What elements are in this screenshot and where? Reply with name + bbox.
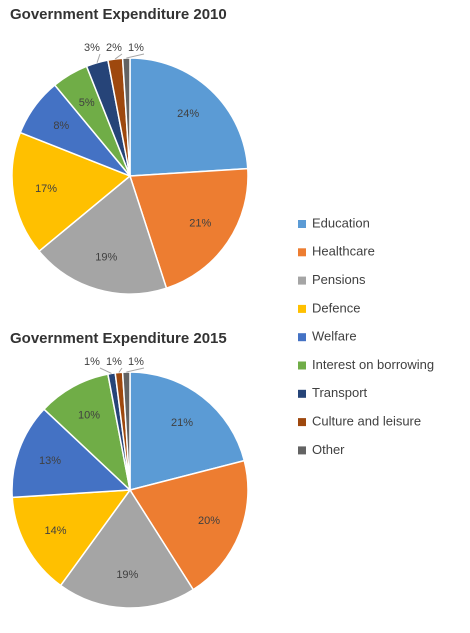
data-label: 2% bbox=[106, 42, 122, 54]
leader-line bbox=[96, 53, 101, 63]
legend-swatch bbox=[298, 248, 306, 257]
data-label: 19% bbox=[95, 251, 117, 263]
legend-label: Healthcare bbox=[312, 244, 375, 259]
data-label: 20% bbox=[198, 515, 220, 527]
legend-swatch bbox=[298, 361, 306, 370]
data-label: 17% bbox=[35, 183, 57, 195]
data-label: 1% bbox=[128, 42, 144, 54]
legend-swatch bbox=[298, 389, 306, 398]
leader-line bbox=[118, 367, 123, 373]
legend-swatch bbox=[298, 220, 306, 228]
pie-slice bbox=[11, 408, 132, 499]
chart-title: Government Expenditure 2015 bbox=[10, 330, 227, 347]
legend-label: Defence bbox=[312, 300, 360, 315]
legend-label: Culture and leisure bbox=[312, 414, 421, 429]
pie-slice bbox=[128, 459, 249, 591]
pie-slice bbox=[38, 174, 168, 295]
leader-line bbox=[126, 367, 145, 373]
data-label: 21% bbox=[171, 417, 193, 429]
leader-line bbox=[99, 367, 112, 374]
pie-slice bbox=[11, 489, 132, 587]
legend-swatch bbox=[298, 446, 306, 455]
data-label: 24% bbox=[177, 108, 199, 120]
data-label: 3% bbox=[84, 42, 100, 54]
leader-line bbox=[114, 53, 123, 60]
legend-label: Welfare bbox=[312, 329, 357, 344]
pie-slice bbox=[11, 131, 132, 253]
pie-slice bbox=[128, 167, 249, 290]
legend-label: Transport bbox=[312, 385, 368, 400]
data-label: 1% bbox=[84, 356, 100, 368]
legend-label: Interest on borrowing bbox=[312, 357, 434, 372]
pie-slice bbox=[129, 371, 246, 491]
legend-label: Pensions bbox=[312, 272, 366, 287]
legend-label: Other bbox=[312, 442, 345, 457]
pie-slice bbox=[129, 57, 249, 177]
data-label: 21% bbox=[189, 218, 211, 230]
legend-swatch bbox=[298, 418, 306, 427]
data-label: 1% bbox=[106, 356, 122, 368]
data-label: 13% bbox=[39, 455, 61, 467]
leader-line bbox=[126, 53, 145, 59]
data-label: 1% bbox=[128, 356, 144, 368]
legend-swatch bbox=[298, 304, 306, 313]
pie-slice bbox=[42, 373, 132, 493]
legend-swatch bbox=[298, 276, 306, 285]
chart-title: Government Expenditure 2010 bbox=[10, 6, 227, 23]
data-label: 5% bbox=[79, 97, 95, 109]
data-label: 10% bbox=[78, 409, 100, 421]
data-label: 8% bbox=[53, 120, 69, 132]
data-label: 19% bbox=[116, 569, 138, 581]
pie-slice bbox=[59, 488, 195, 609]
legend-label: Education bbox=[312, 215, 370, 230]
legend-swatch bbox=[298, 333, 306, 342]
data-label: 14% bbox=[45, 525, 67, 537]
